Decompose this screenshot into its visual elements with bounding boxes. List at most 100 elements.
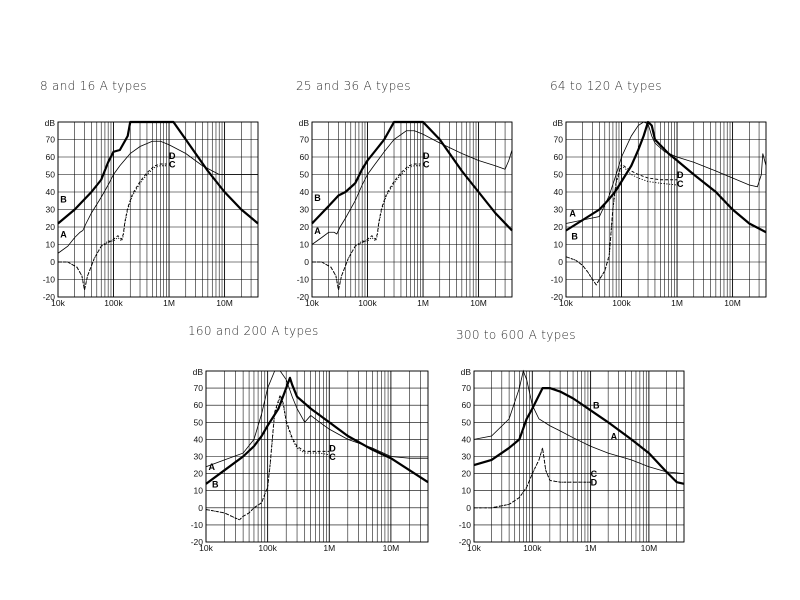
series-line-a [311,130,513,245]
y-tick-label: 30 [194,452,204,462]
chart-panel-4-title: 160 and 200 A types [188,324,319,338]
series-line-a [565,121,767,224]
y-tick-label: 0 [558,257,563,267]
x-tick-label: 1M [417,298,429,308]
y-tick-label: 40 [194,434,204,444]
series-line-c [312,165,421,291]
chart-panel-1-title: 8 and 16 A types [40,79,147,93]
y-tick-label: 20 [462,469,472,479]
y-tick-label: 10 [46,240,56,250]
series-line-d [205,393,330,521]
curve-label: B [571,231,578,241]
x-tick-label: 1M [163,298,175,308]
y-tick-label: -10 [43,275,56,285]
chart-panel-3: dB -20 -10 0 10 20 30 40 50 60 70 10k 100k 1M 10M A B DC [551,118,767,308]
series-line-d [312,163,421,291]
y-tick-label: 60 [194,400,204,410]
chart-panel-2-title: 25 and 36 A types [296,79,411,93]
y-tick-label: 40 [300,187,310,197]
y-tick-label: 30 [554,205,564,215]
y-tick-label: 20 [300,222,310,232]
series-line-b [57,120,259,225]
plot-frame [473,370,685,543]
series-line-b [205,376,429,485]
curve-label: A [314,226,321,236]
curve-label: C [677,179,684,189]
x-tick-label: 1M [585,543,597,553]
x-tick-label: 10k [199,543,213,553]
x-tick-label: 100k [258,543,277,553]
y-tick-label: 70 [46,135,56,145]
series-line-d [474,447,591,509]
x-tick-label: 10k [51,298,65,308]
curve-label: A [60,230,67,240]
x-tick-label: 100k [612,298,631,308]
curve-label: B [314,193,321,203]
plot-frame [565,121,767,298]
y-tick-label: -20 [297,292,310,302]
y-tick-label: 10 [554,240,564,250]
series-line-b [565,120,767,234]
curve-label: B [593,401,600,411]
chart-panel-5-title: 300 to 600 A types [456,328,576,342]
x-tick-label: 100k [523,543,542,553]
y-tick-label: 60 [554,152,564,162]
curve-label: D [677,170,684,180]
x-tick-label: 10M [216,298,233,308]
curve-label: D [329,443,336,453]
y-tick-label: -10 [191,520,204,530]
x-tick-label: 1M [323,543,335,553]
y-tick-label: 20 [554,222,564,232]
y-tick-label: 40 [554,187,564,197]
x-tick-label: 10M [383,543,400,553]
x-tick-label: 10k [467,543,481,553]
y-tick-label: 70 [300,135,310,145]
y-tick-label: 30 [462,452,472,462]
y-tick-label: 50 [462,417,472,427]
curve-label: C [329,452,336,462]
x-tick-label: 10M [641,543,658,553]
y-tick-label: 30 [46,205,56,215]
series-line-d [565,163,678,286]
y-tick-label: 0 [304,257,309,267]
y-axis-unit-label: dB [461,367,472,377]
x-tick-label: 10M [470,298,487,308]
curve-label: D [169,151,176,161]
curve-label: C [591,469,598,479]
y-tick-label: -20 [551,292,564,302]
curve-label: D [591,478,598,488]
series-line-d [58,163,167,291]
series-line-a [57,140,258,254]
y-tick-label: 70 [462,383,472,393]
x-tick-label: 1M [671,298,683,308]
y-tick-label: 0 [198,503,203,513]
y-tick-label: 40 [46,187,56,197]
y-tick-label: 50 [554,170,564,180]
series-line-b [311,120,513,232]
curve-label: B [212,479,219,489]
y-tick-label: 50 [194,417,204,427]
chart-panel-2: dB -20 -10 0 10 20 30 40 50 60 70 10k 100k 1M 10M A B DC [297,118,513,308]
chart-panel-1: dB -20 -10 0 10 20 30 40 50 60 70 10k 100k 1M 10M A B DC [43,118,259,308]
curve-label: C [169,160,176,170]
curve-label: D [423,151,430,161]
y-tick-label: 20 [194,469,204,479]
y-tick-label: 40 [462,434,472,444]
y-tick-label: 20 [46,222,56,232]
curve-label: A [611,431,618,441]
x-tick-label: 10k [305,298,319,308]
series-line-a [205,370,428,468]
y-tick-label: 70 [194,383,204,393]
series-line-a [473,369,685,474]
y-tick-label: 50 [46,170,56,180]
curve-label: B [60,195,67,205]
y-tick-label: 0 [50,257,55,267]
x-tick-label: 10k [559,298,573,308]
series-line-b [473,387,685,485]
y-tick-label: 0 [466,503,471,513]
x-tick-label: 100k [358,298,377,308]
y-tick-label: -10 [297,275,310,285]
x-tick-label: 10M [724,298,741,308]
series-line-c [565,164,678,286]
